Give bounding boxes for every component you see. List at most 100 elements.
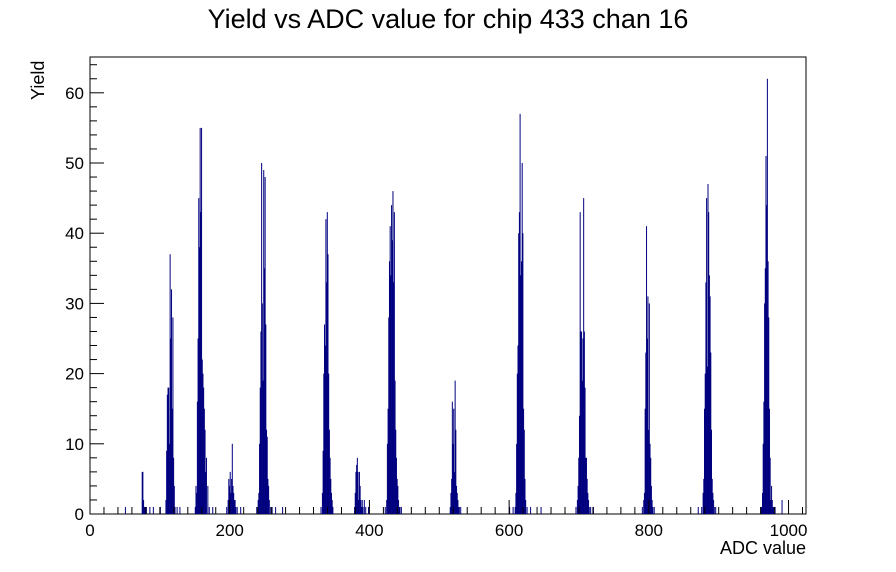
histogram-bar: [523, 408, 525, 514]
histogram-bar: [204, 429, 206, 514]
histogram-bar: [582, 338, 584, 514]
histogram-bar: [781, 499, 783, 514]
histogram-bar: [197, 338, 199, 514]
histogram-bar: [706, 366, 708, 514]
histogram-bar: [760, 506, 762, 514]
histogram-bar: [523, 429, 525, 514]
histogram-bar: [266, 429, 268, 514]
histogram-bar: [331, 499, 333, 514]
histogram-bar: [270, 506, 272, 514]
histogram-bar: [646, 226, 648, 514]
histogram-bar: [592, 506, 594, 514]
histogram-bar: [516, 373, 518, 514]
histogram-bar: [327, 254, 329, 514]
histogram-bar: [173, 457, 175, 514]
histogram-bar: [368, 506, 370, 514]
histogram-bar: [325, 219, 327, 514]
histogram-bar: [586, 478, 588, 514]
histogram-bar: [647, 296, 649, 514]
histogram-bar: [360, 499, 362, 514]
histogram-bar: [771, 485, 773, 514]
y-tick-label: 20: [65, 365, 84, 384]
histogram-bar: [332, 506, 334, 514]
histogram-bar: [584, 387, 586, 514]
histogram-bar: [588, 499, 590, 514]
histogram-bar: [707, 184, 709, 514]
histogram-bar: [518, 212, 520, 514]
histogram-bar: [359, 485, 361, 514]
histogram-bar: [271, 506, 273, 514]
histogram-bar: [166, 450, 168, 514]
histogram-bar: [256, 506, 258, 514]
histogram-bar: [388, 317, 390, 514]
histogram-bar: [266, 436, 268, 514]
histogram-bar: [326, 282, 328, 514]
histogram-bar: [259, 387, 261, 514]
histogram-bar: [522, 233, 524, 514]
histogram-bar: [763, 401, 765, 514]
histogram-bar: [268, 485, 270, 514]
histogram-bar: [355, 471, 357, 514]
histogram-bar: [526, 506, 528, 514]
histogram-bar: [524, 478, 526, 514]
histogram-bar: [648, 429, 650, 514]
histogram-bar: [391, 205, 393, 514]
histogram-bar: [144, 506, 146, 514]
histogram-bar: [454, 380, 456, 514]
histogram-bar: [240, 506, 242, 514]
histogram-bar: [450, 492, 452, 514]
histogram-bar: [453, 471, 455, 514]
histogram-bar: [124, 506, 126, 514]
histogram-bar: [643, 492, 645, 514]
histogram-bar: [384, 506, 386, 514]
y-tick-label: 30: [65, 294, 84, 313]
histogram-bar: [583, 198, 585, 514]
histogram-bar: [645, 352, 647, 514]
histogram-bar: [575, 506, 577, 514]
x-tick-label: 800: [635, 521, 663, 540]
histogram-bar: [143, 506, 145, 514]
histogram-bar: [263, 268, 265, 514]
histogram-bar: [234, 499, 236, 514]
histogram-bar: [525, 499, 527, 514]
histogram-bar: [236, 506, 238, 514]
histogram-bar: [176, 506, 178, 514]
histogram-bar: [259, 443, 261, 514]
histogram-bar: [650, 457, 652, 514]
histogram-bar: [394, 380, 396, 514]
histogram-bar: [772, 506, 774, 514]
histogram-bar: [766, 78, 768, 514]
histogram-bar: [581, 331, 583, 514]
histogram-bar: [231, 443, 233, 514]
y-tick-label: 50: [65, 154, 84, 173]
histogram-bar: [268, 499, 270, 514]
histogram-bar: [194, 506, 196, 514]
plot-frame: [89, 56, 807, 515]
histogram-bar: [768, 408, 770, 514]
histogram-bar: [386, 499, 388, 514]
histogram-bar: [713, 499, 715, 514]
histogram-bar: [231, 478, 233, 514]
histogram-bar: [202, 373, 204, 514]
histogram-bar: [387, 408, 389, 514]
histogram-bar: [258, 492, 260, 514]
histogram-bar: [171, 408, 173, 514]
histogram-bar: [520, 275, 522, 514]
histogram-bar: [356, 464, 358, 514]
histogram-bar: [320, 506, 322, 514]
histogram-bar: [391, 240, 393, 514]
histogram-bar: [706, 198, 708, 514]
histogram-bar: [517, 345, 519, 514]
histogram-bar: [324, 324, 326, 514]
histogram-bar: [581, 380, 583, 514]
histogram-bar: [324, 345, 326, 514]
histogram-bar: [710, 352, 712, 514]
histogram-bar: [165, 499, 167, 514]
histogram-bar: [390, 275, 392, 514]
histogram-bar: [704, 373, 706, 514]
histogram-bar: [174, 506, 176, 514]
histogram-bar: [196, 401, 198, 514]
histogram-bar: [232, 485, 234, 514]
histogram-bar: [764, 303, 766, 514]
